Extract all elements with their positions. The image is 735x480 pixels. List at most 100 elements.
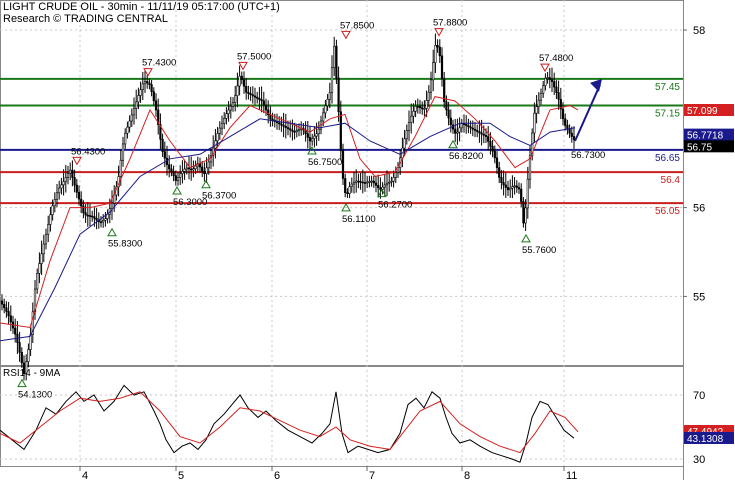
candle-body [388,181,391,184]
candle-body [194,165,197,169]
candle-body [564,118,567,126]
candle-body [344,178,347,193]
candle-body [126,126,129,134]
swing-low-marker [307,145,317,155]
candle-body [225,113,228,119]
candle-body [220,122,224,129]
candle-body [55,192,59,200]
swing-low-marker [377,188,387,198]
candle-body [18,342,21,353]
time-axis-tick-label: 5 [178,470,184,480]
candle-body [537,99,540,107]
candle-body [203,170,206,174]
candle-body [414,106,417,112]
candle-body [390,180,393,183]
candle-body [359,181,362,183]
candle-body [366,181,369,184]
candle-body [352,182,356,185]
candle-body [495,157,499,168]
candle-body [515,185,518,188]
candle-body [544,77,547,87]
candle-body [324,105,327,114]
candle-body [535,106,538,114]
candle-body [385,182,389,186]
candle-body [517,187,521,190]
swing-low-marker [341,202,351,212]
candle-body [53,199,56,207]
forecast-arrow-shaft [574,84,601,142]
candle-body [49,214,52,225]
candle-body [557,92,560,100]
candle-body [282,124,285,127]
candle-body [533,112,536,134]
candle-body [509,187,512,191]
candle-body [555,86,558,93]
candle-body [520,188,523,202]
candle-body [181,171,184,174]
candle-body [293,130,296,133]
swing-low-marker [17,378,27,388]
candle-body [139,89,142,96]
candle-body [469,126,472,129]
candle-body [484,135,488,137]
candle-body [280,123,283,126]
swing-high-marker [238,61,248,71]
chart-source: Research © TRADING CENTRAL [3,13,168,25]
candle-body [542,85,545,94]
candle-body [218,127,221,134]
candle-body [449,117,452,126]
candle-body [473,128,477,131]
candle-body [132,108,136,116]
candle-body [381,186,384,190]
candle-body [36,273,39,290]
ma-price-tag-bg [684,128,734,141]
time-axis-tick-label: 11 [566,470,577,480]
candle-body [546,77,549,79]
candle-body [5,307,8,312]
candle-body [550,79,554,82]
price-panel-frame [0,0,684,366]
level-label: 57.45 [655,82,680,93]
candle-body [223,118,226,124]
candle-body [423,108,426,110]
candle-body [372,180,375,184]
candle-body [478,131,481,134]
swing-high-label: 57.8800 [433,18,467,29]
candle-body [170,168,173,172]
candle-body [80,198,83,207]
candle-body [313,135,316,139]
swing-high-label: 57.4300 [142,58,176,69]
candle-body [44,233,48,245]
candle-body [355,180,358,183]
candle-body [410,115,413,123]
candle-body [407,122,411,131]
candle-body [143,81,147,85]
candle-body [161,138,164,152]
candle-body [73,177,76,186]
candle-body [346,192,349,194]
rsi-ma-line [0,391,579,454]
candle-body [227,109,230,114]
candle-body [330,67,334,94]
candle-body [216,133,219,142]
candle-body [493,150,496,159]
price-axis-tick-label: 56 [693,203,705,215]
candle-body [297,129,301,131]
candle-body [308,137,312,142]
candle-body [106,213,109,219]
candle-body [528,155,532,180]
candle-body [458,127,461,133]
candle-body [69,169,72,174]
candle-body [38,263,41,274]
candle-body [434,45,437,63]
candle-body [88,215,92,217]
candle-body [93,216,96,219]
candle-body [392,177,395,182]
candle-body [548,77,551,80]
candle-body [379,187,382,190]
candle-body [95,218,98,221]
candle-body [445,101,448,111]
candle-body [249,93,252,96]
candle-body [315,133,318,137]
